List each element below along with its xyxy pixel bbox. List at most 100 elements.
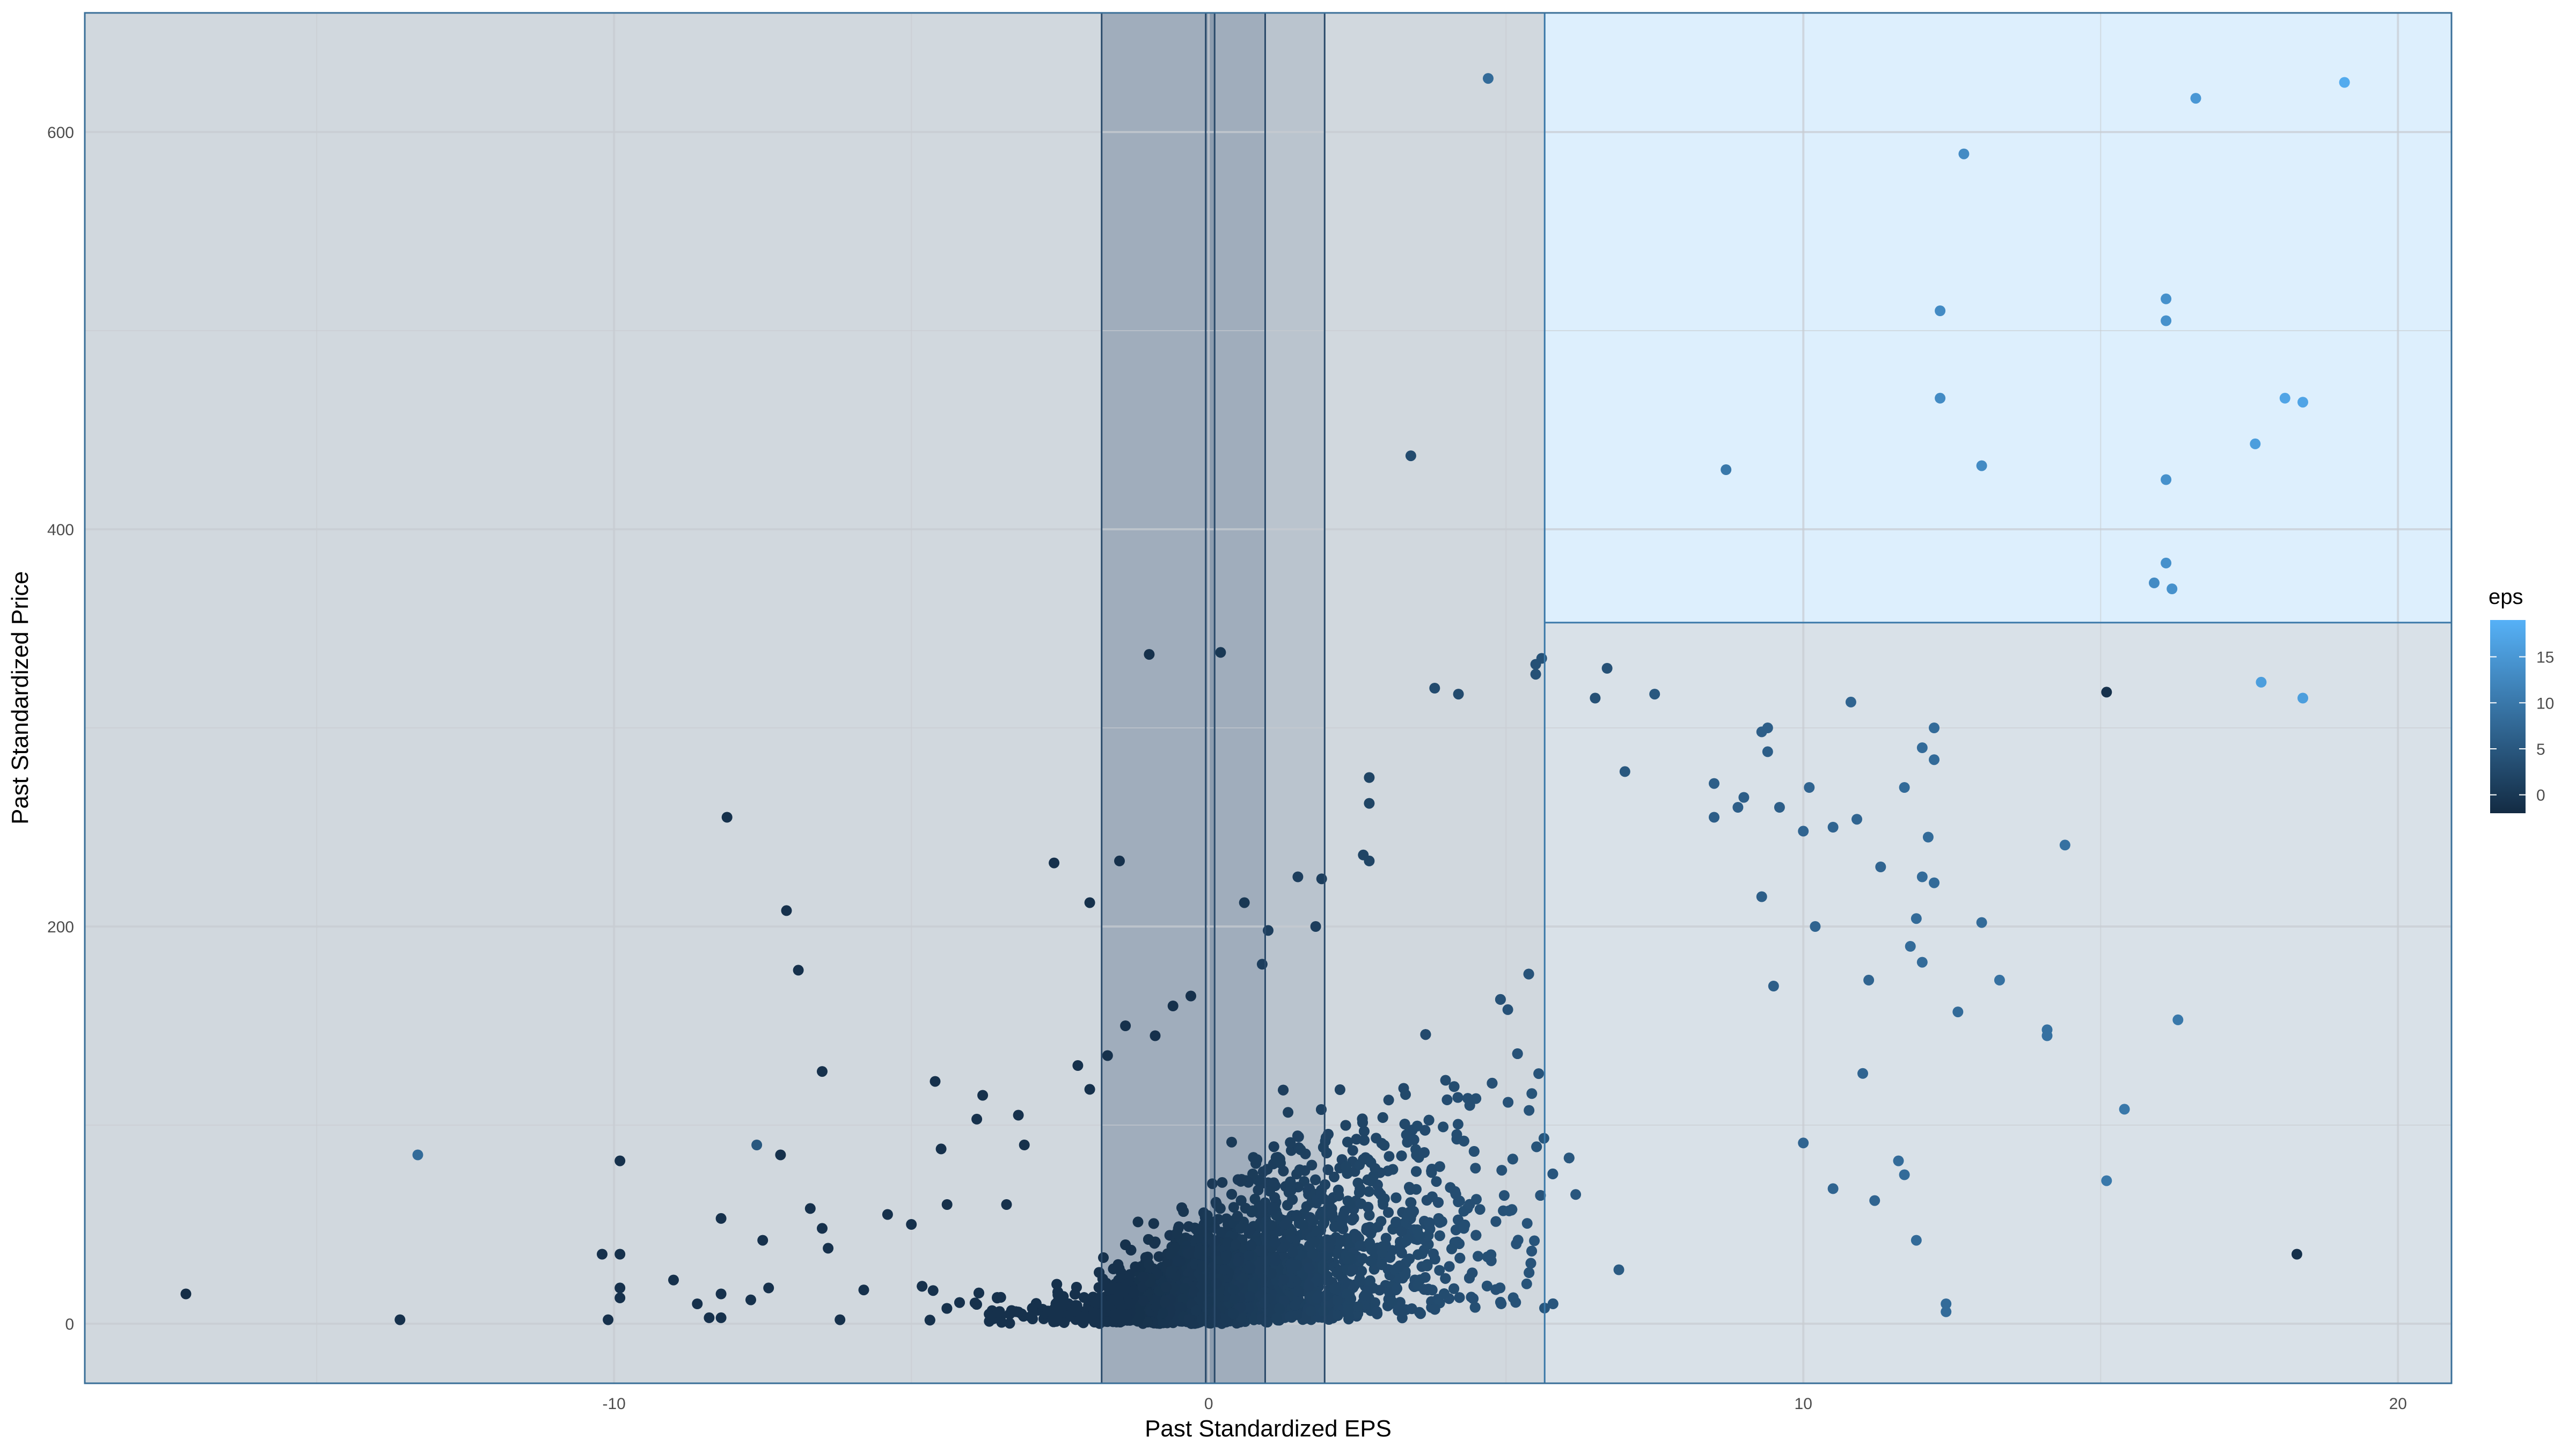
scatter-point: [1468, 1293, 1479, 1304]
scatter-point: [763, 1282, 774, 1294]
scatter-point: [1521, 1218, 1533, 1229]
colorbar: [2490, 620, 2526, 813]
scatter-point: [1448, 1081, 1460, 1092]
scatter-point: [1171, 1228, 1182, 1239]
scatter-point: [1247, 1205, 1258, 1216]
scatter-point: [992, 1292, 1003, 1303]
scatter-point: [1399, 1119, 1410, 1130]
scatter-point: [704, 1312, 715, 1323]
scatter-point: [1440, 1075, 1451, 1086]
scatter-point: [917, 1281, 928, 1292]
scatter-point: [1371, 1306, 1382, 1317]
scatter-point: [1270, 1255, 1281, 1266]
scatter-point: [1293, 1286, 1304, 1297]
scatter-point: [1279, 1218, 1291, 1230]
scatter-point: [1355, 1276, 1366, 1287]
scatter-point: [1287, 1246, 1298, 1258]
scatter-point: [1393, 1305, 1404, 1316]
scatter-point: [1304, 1262, 1315, 1273]
scatter-point: [2161, 293, 2172, 304]
scatter-point: [941, 1199, 953, 1210]
scatter-point: [1359, 1290, 1371, 1301]
scatter-point: [1121, 1309, 1132, 1320]
x-tick-label: -10: [602, 1395, 625, 1413]
scatter-point: [823, 1243, 834, 1254]
scatter-point: [1445, 1182, 1456, 1193]
scatter-point: [1496, 1165, 1507, 1176]
scatter-point: [1329, 1283, 1340, 1294]
scatter-point: [1875, 862, 1886, 872]
scatter-point: [1941, 1306, 1952, 1317]
scatter-point: [1207, 1178, 1218, 1190]
band-outer: [1101, 13, 1325, 1383]
scatter-point: [1411, 1166, 1422, 1177]
scatter-point: [1305, 1305, 1316, 1317]
scatter-point: [1377, 1112, 1388, 1123]
scatter-point: [927, 1285, 939, 1296]
scatter-point: [1458, 1223, 1469, 1234]
scatter-point: [1365, 1256, 1377, 1267]
scatter-point: [1440, 1273, 1451, 1284]
legend-title: eps: [2489, 585, 2523, 609]
scatter-point: [1525, 1258, 1536, 1269]
scatter-point: [2279, 392, 2290, 404]
scatter-point: [1093, 1292, 1104, 1303]
scatter-point: [1798, 826, 1809, 837]
scatter-point: [1331, 1248, 1343, 1259]
scatter-point: [1356, 1198, 1367, 1209]
scatter-point: [1245, 1291, 1256, 1302]
scatter-point: [1468, 1146, 1480, 1157]
scatter-point: [1533, 1068, 1545, 1079]
scatter-point: [1952, 1006, 1964, 1018]
scatter-point: [1391, 1216, 1402, 1228]
scatter-point: [1922, 831, 1934, 843]
scatter-point: [1358, 1126, 1370, 1137]
scatter-point: [1470, 1230, 1482, 1241]
scatter-point: [1343, 1304, 1354, 1315]
scatter-point: [751, 1140, 763, 1150]
scatter-point: [1384, 1151, 1395, 1162]
scatter-point: [1294, 1164, 1305, 1176]
scatter-point: [1329, 1221, 1340, 1232]
scatter-point: [906, 1219, 917, 1230]
scatter-point: [1364, 798, 1375, 809]
scatter-point: [1419, 1125, 1431, 1136]
scatter-point: [971, 1299, 982, 1310]
scatter-point: [1114, 1263, 1125, 1274]
scatter-point: [1354, 1159, 1365, 1170]
scatter-point: [1364, 1275, 1375, 1286]
scatter-point: [1072, 1060, 1084, 1071]
scatter-point: [1438, 1121, 1449, 1133]
scatter-point: [1278, 1084, 1289, 1096]
scatter-point: [1262, 1317, 1273, 1327]
scatter-point: [1327, 1208, 1338, 1220]
scatter-point: [882, 1209, 893, 1220]
scatter-point: [394, 1314, 406, 1325]
scatter-point: [614, 1155, 626, 1166]
scatter-point: [1192, 1232, 1203, 1244]
scatter-point: [1268, 1204, 1279, 1215]
scatter-point: [1278, 1295, 1290, 1306]
y-tick-label: 0: [65, 1316, 74, 1333]
scatter-point: [817, 1223, 828, 1234]
scatter-point: [1396, 1247, 1407, 1259]
scatter-point: [1392, 1263, 1403, 1274]
scatter-point: [1363, 1186, 1374, 1197]
scatter-point: [1426, 1165, 1437, 1177]
legend-ticks: 0 5 10 15: [2490, 649, 2554, 805]
legend-tick-label: 0: [2536, 787, 2545, 805]
scatter-point: [1526, 1245, 1538, 1257]
scatter-point: [1529, 1235, 1540, 1246]
scatter-point: [1916, 742, 1928, 753]
scatter-point: [1214, 1203, 1226, 1214]
scatter-point: [1291, 1210, 1302, 1221]
scatter-point: [1071, 1282, 1082, 1293]
scatter-point: [1144, 649, 1155, 660]
scatter-point: [1293, 1131, 1304, 1142]
scatter-point: [1102, 1050, 1113, 1061]
scatter-point: [1364, 1237, 1375, 1249]
scatter-point: [1396, 1226, 1407, 1237]
scatter-point: [1257, 1200, 1268, 1212]
